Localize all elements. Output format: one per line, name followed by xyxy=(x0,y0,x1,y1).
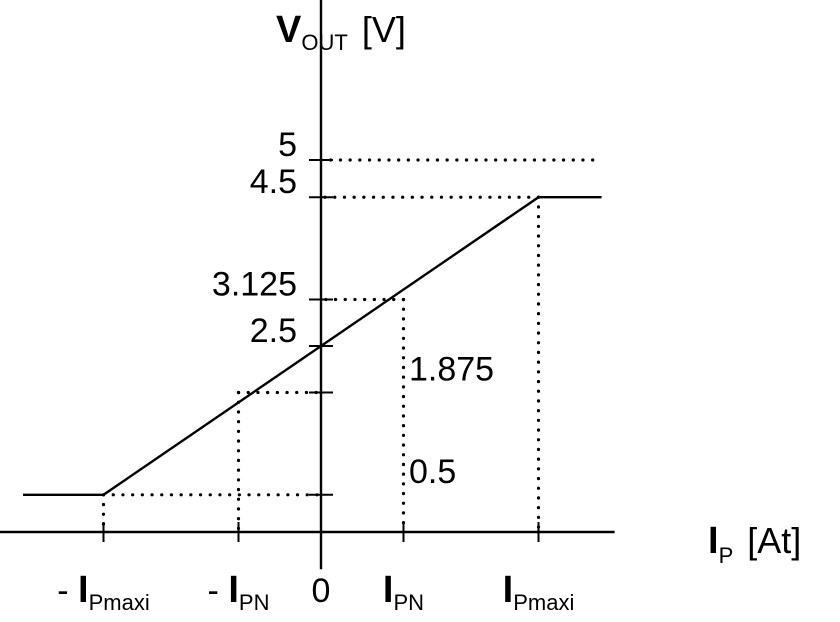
x-tick-label-ipn: IPN xyxy=(383,569,424,615)
y-tick-label-2: 3.125 xyxy=(212,266,297,304)
x-tick-sub-ipmaxi: Pmaxi xyxy=(513,590,574,615)
x-tick-main-ipn: I xyxy=(383,569,394,611)
x-axis-title: IP [At] xyxy=(708,520,801,568)
y-axis-subscript: OUT xyxy=(301,30,347,55)
y-tick-label-1: 4.5 xyxy=(250,163,297,201)
x-tick-sub-neg_ipn: PN xyxy=(239,590,270,615)
series-line-0 xyxy=(23,195,602,496)
y-tick-label-4: 1.875 xyxy=(409,351,494,389)
y-tick-labels: 54.5 3.125 2.5 1.875 0.5 xyxy=(212,126,494,491)
x-tick-main-neg_ipmaxi: I xyxy=(78,569,89,611)
y-tick-label-0: 5 xyxy=(278,126,297,164)
y-tick-label-3: 2.5 xyxy=(250,312,297,350)
series xyxy=(23,195,602,496)
x-tick-main-neg_ipn: I xyxy=(228,569,239,611)
x-tick-sub-ipn: PN xyxy=(393,590,424,615)
x-tick-label-ipmaxi: IPmaxi xyxy=(503,569,575,615)
x-tick-main-zero: 0 xyxy=(312,572,331,610)
x-tick-prefix-neg_ipmaxi: - xyxy=(57,572,78,610)
x-axis-symbol: I xyxy=(708,520,719,562)
x-axis-subscript: P xyxy=(719,543,734,568)
x-tick-main-ipmaxi: I xyxy=(503,569,514,611)
x-tick-prefix-neg_ipn: - xyxy=(208,572,229,610)
y-axis-title: VOUT [V] xyxy=(276,9,406,55)
x-axis-unit: [At] xyxy=(747,520,801,561)
x-tick-label-neg_ipn: - IPN xyxy=(208,569,270,615)
x-tick-sub-neg_ipmaxi: Pmaxi xyxy=(89,590,150,615)
x-tick-label-neg_ipmaxi: - IPmaxi xyxy=(57,569,149,615)
x-tick-label-zero: 0 xyxy=(312,572,331,610)
y-axis-unit: [V] xyxy=(362,9,406,50)
x-tick-labels: - IPmaxi - IPN 0 IPN IPmaxi xyxy=(57,569,574,615)
y-tick-label-5: 0.5 xyxy=(409,453,456,491)
axes xyxy=(0,0,615,570)
guide-lines xyxy=(101,158,604,534)
y-axis-symbol: V xyxy=(276,9,302,51)
